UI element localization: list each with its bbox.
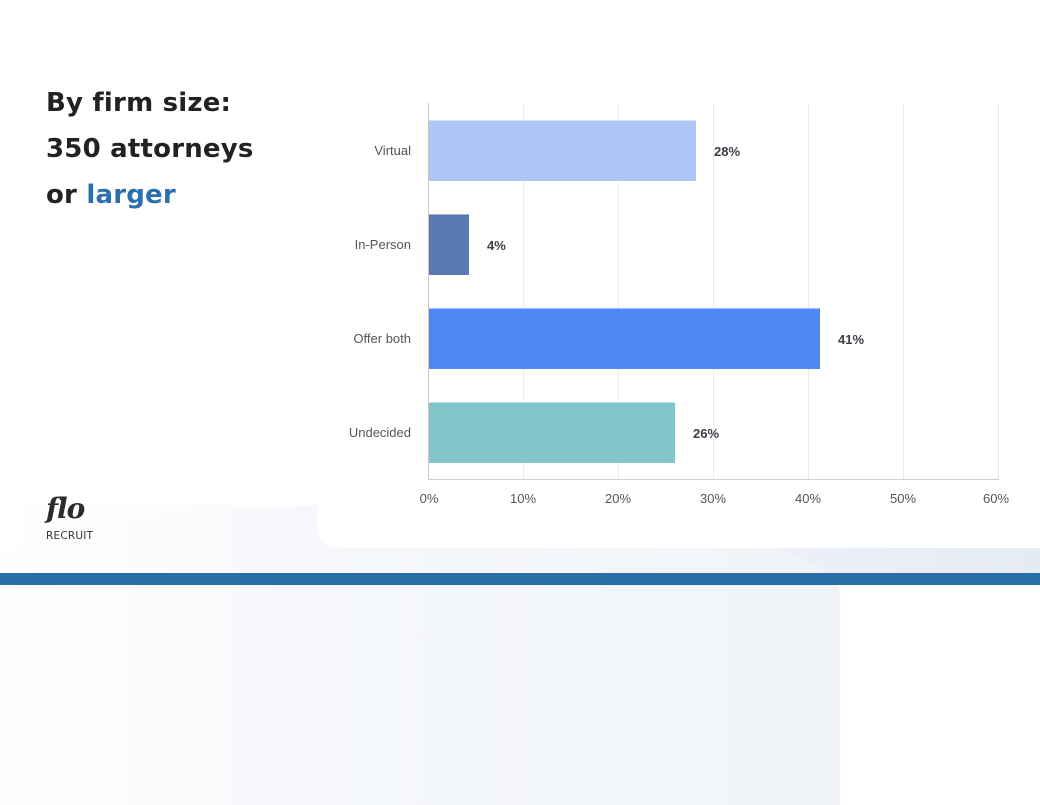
title-line-3: or larger xyxy=(46,172,254,218)
x-tick-label: 20% xyxy=(604,491,632,506)
x-axis-line xyxy=(428,479,999,480)
value-label: 28% xyxy=(714,144,741,159)
category-label: Offer both xyxy=(353,331,411,346)
value-label: 4% xyxy=(487,238,506,253)
bar-in-person xyxy=(429,214,469,275)
title-line-2: 350 attorneys xyxy=(46,134,254,164)
bar-offer-both xyxy=(429,308,820,369)
gridline-40 xyxy=(808,103,809,479)
title-accent-word: larger xyxy=(86,180,176,210)
bar-undecided xyxy=(429,402,675,463)
flo-recruit-logo: flo RECRUIT xyxy=(46,492,106,543)
footer-band xyxy=(0,573,1040,585)
logo-wordmark: RECRUIT xyxy=(46,530,94,542)
value-label: 26% xyxy=(693,426,720,441)
gridline-10 xyxy=(523,103,524,479)
value-label: 41% xyxy=(838,332,865,347)
gridline-60 xyxy=(998,103,999,479)
category-label: Undecided xyxy=(348,425,411,440)
category-label: In-Person xyxy=(354,237,411,252)
x-tick-label: 50% xyxy=(889,491,917,506)
x-tick-label: 0% xyxy=(419,491,439,506)
x-tick-label: 10% xyxy=(509,491,537,506)
bar-virtual xyxy=(429,120,696,181)
gridline-20 xyxy=(618,103,619,479)
x-tick-label: 60% xyxy=(982,491,1010,506)
bar-chart: Virtual In-Person Offer both Undecided 2… xyxy=(348,103,1010,506)
x-tick-label: 40% xyxy=(794,491,822,506)
title-line-3-prefix: or xyxy=(46,180,78,210)
logo-script: flo xyxy=(46,492,85,525)
title-line-1: By firm size: xyxy=(46,88,232,118)
category-label: Virtual xyxy=(374,143,411,158)
x-tick-label: 30% xyxy=(699,491,727,506)
y-axis-line xyxy=(428,103,429,479)
gridline-30 xyxy=(713,103,714,479)
slide-title: By firm size: 350 attorneys or larger xyxy=(46,80,254,218)
gridline-50 xyxy=(903,103,904,479)
